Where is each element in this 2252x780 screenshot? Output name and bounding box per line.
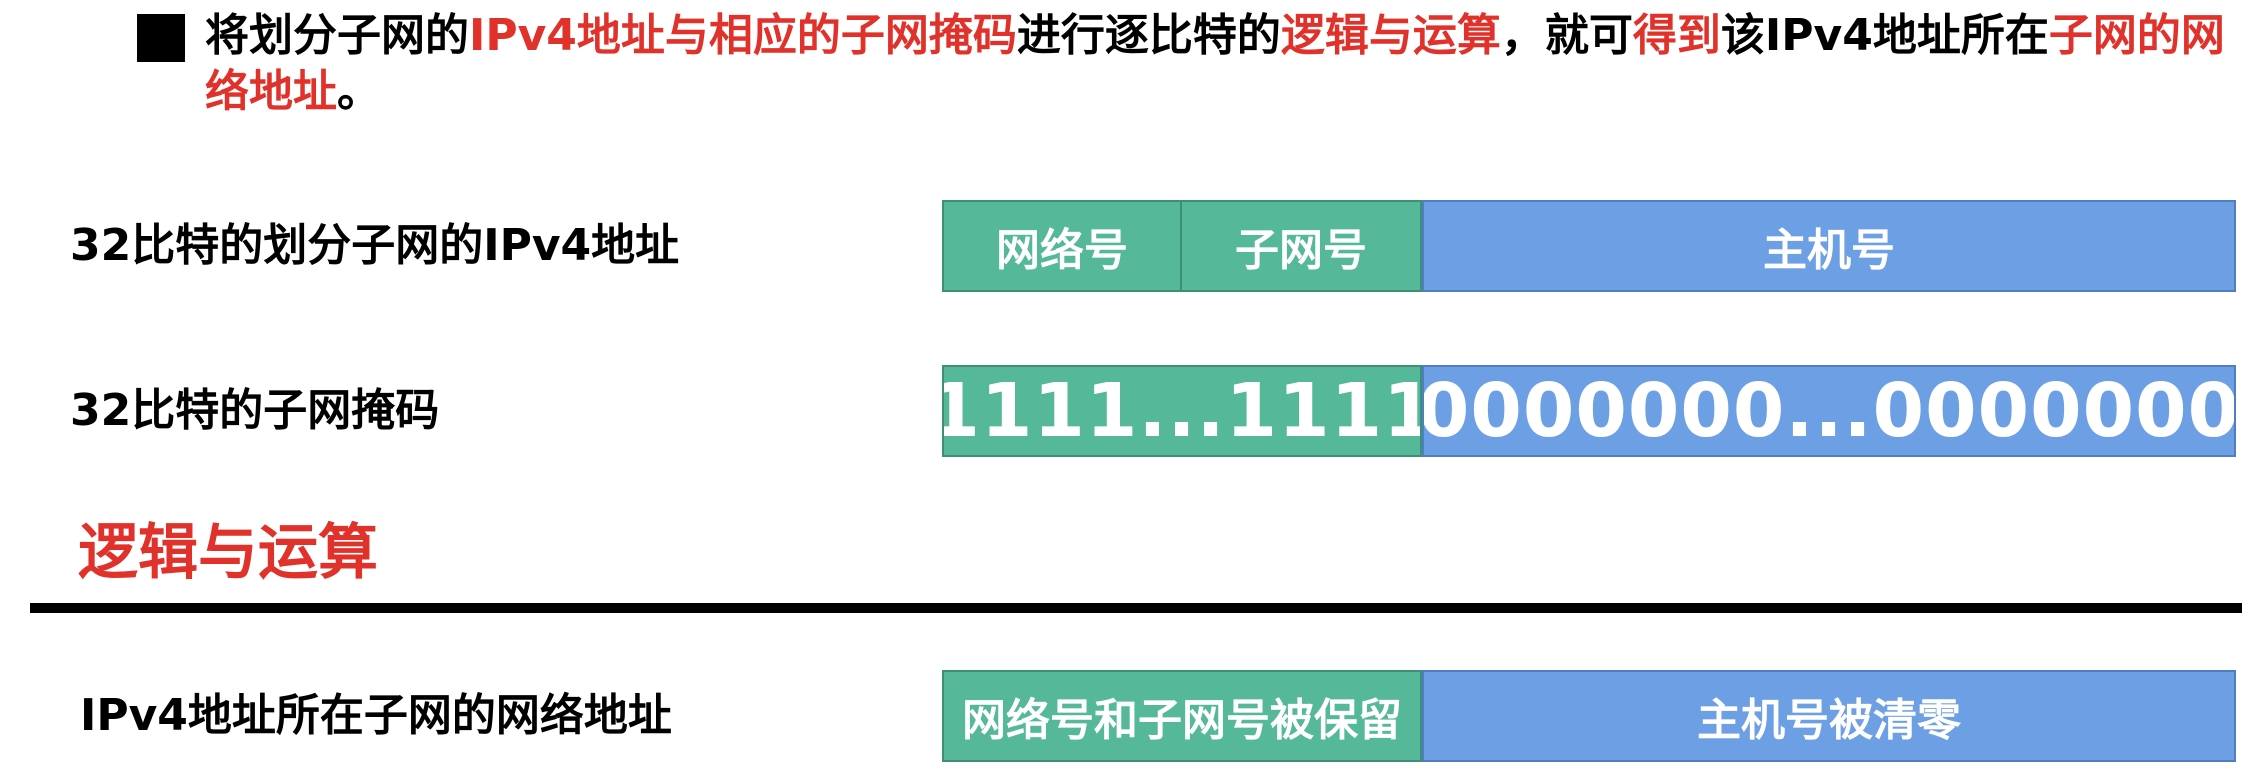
intro-text-part: 进行逐比特的 (1016, 10, 1281, 61)
segment-network-number: 网络号 (942, 200, 1182, 292)
intro-text-part: 。 (337, 66, 381, 117)
intro-highlight-and-operation: 逻辑与运算 (1280, 10, 1501, 61)
operation-divider (30, 603, 2242, 613)
ipv4-address-bar: 网络号 子网号 主机号 (942, 200, 2236, 292)
segment-mask-ones: 1111...1111 (942, 365, 1422, 457)
intro-text-part: 将划分子网的 (205, 10, 469, 61)
intro-highlight-ipv4-mask: IPv4地址与相应的子网掩码 (469, 10, 1017, 61)
intro-text: 将划分子网的IPv4地址与相应的子网掩码进行逐比特的逻辑与运算，就可得到该IPv… (205, 8, 2235, 120)
row-label-network-address: IPv4地址所在子网的网络地址 (80, 690, 672, 741)
segment-subnet-number: 子网号 (1182, 200, 1422, 292)
intro-statement: 将划分子网的IPv4地址与相应的子网掩码进行逐比特的逻辑与运算，就可得到该IPv… (137, 8, 2237, 128)
subnet-mask-bar: 1111...1111 0000000...0000000 (942, 365, 2236, 457)
intro-highlight-obtain: 得到 (1632, 10, 1721, 61)
intro-highlight-network-address: 子网的网络地址 (205, 10, 2225, 117)
row-label-subnet-mask: 32比特的子网掩码 (70, 385, 440, 436)
network-address-bar: 网络号和子网号被保留 主机号被清零 (942, 670, 2236, 762)
segment-host-number: 主机号 (1422, 200, 2236, 292)
square-bullet-icon (137, 14, 185, 62)
intro-text-part: ，就可 (1500, 10, 1633, 61)
and-operation-title: 逻辑与运算 (78, 518, 378, 588)
segment-host-cleared: 主机号被清零 (1422, 670, 2236, 762)
segment-network-subnet-kept: 网络号和子网号被保留 (942, 670, 1422, 762)
segment-mask-zeros: 0000000...0000000 (1422, 365, 2236, 457)
intro-text-part: 该IPv4地址所在 (1720, 10, 2049, 61)
row-label-ipv4-address: 32比特的划分子网的IPv4地址 (70, 220, 680, 271)
